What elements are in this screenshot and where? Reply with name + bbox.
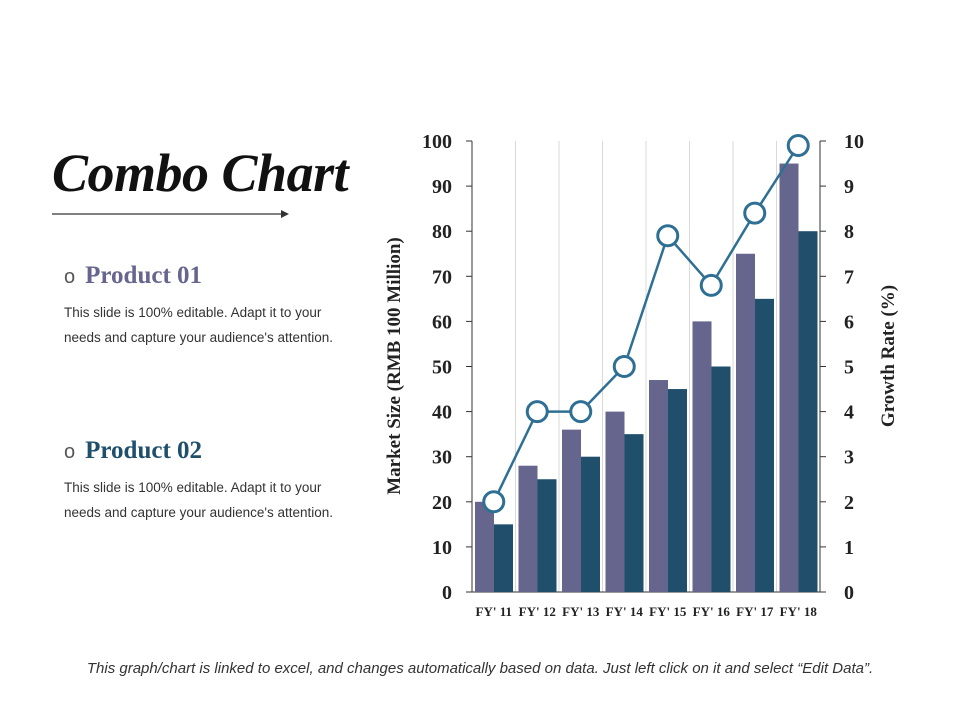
y2-tick-label: 10 (844, 131, 864, 153)
bar-product-02 (798, 231, 818, 592)
x-tick-label: FY' 12 (519, 604, 556, 619)
bar-product-02 (624, 434, 644, 592)
y2-tick-label: 9 (844, 176, 854, 198)
slide-title: Combo Chart (52, 143, 349, 203)
growth-rate-point (699, 273, 723, 297)
y2-tick-label: 7 (844, 266, 854, 288)
bar-product-02 (668, 389, 687, 592)
y-tick-label: 90 (432, 176, 452, 198)
bar-product-01 (779, 163, 799, 593)
bar-product-01 (692, 321, 712, 592)
product-01-title: Product 01 (85, 262, 203, 289)
bar-product-01 (562, 429, 581, 592)
footnote: This graph/chart is linked to excel, and… (86, 660, 874, 677)
title-underline-arrow (52, 210, 289, 218)
y2-tick-label: 1 (844, 537, 854, 559)
y2-tick-label: 0 (844, 582, 854, 604)
y-tick-label: 70 (432, 266, 452, 288)
bullet-icon: o (64, 441, 76, 463)
y-tick-label: 80 (432, 221, 452, 243)
y2-tick-label: 2 (844, 492, 854, 514)
bar-product-02 (755, 298, 774, 592)
x-tick-label: FY' 16 (693, 604, 731, 619)
y2-tick-label: 3 (844, 447, 854, 469)
bar-product-01 (518, 465, 538, 592)
growth-rate-point (525, 400, 549, 424)
growth-rate-point (612, 355, 636, 378)
product-02-block: o Product 02 This slide is 100% editable… (64, 437, 354, 525)
y-tick-label: 30 (432, 447, 452, 469)
x-tick-label: FY' 15 (649, 604, 687, 619)
growth-rate-point (656, 224, 680, 248)
y-tick-label: 50 (432, 357, 452, 379)
y2-tick-label: 4 (844, 402, 854, 424)
product-01-description: This slide is 100% editable. Adapt it to… (64, 305, 334, 345)
x-tick-label: FY' 11 (476, 604, 512, 619)
growth-rate-point (482, 490, 506, 514)
y2-tick-label: 8 (844, 221, 854, 243)
bar-product-02 (537, 479, 557, 592)
y2-tick-label: 6 (844, 311, 854, 333)
growth-rate-point (569, 400, 593, 424)
bar-product-02 (494, 524, 513, 592)
product-01-block: o Product 01 This slide is 100% editable… (64, 262, 354, 350)
bar-product-01 (649, 380, 668, 592)
growth-rate-point (743, 201, 767, 225)
product-02-title: Product 02 (85, 437, 203, 464)
bar-product-01 (475, 501, 494, 592)
y-tick-label: 60 (432, 311, 452, 333)
x-tick-label: FY' 17 (736, 604, 774, 619)
y-tick-label: 40 (432, 402, 452, 424)
x-tick-label: FY' 14 (606, 604, 644, 619)
bar-product-02 (711, 366, 731, 592)
product-02-description: This slide is 100% editable. Adapt it to… (64, 480, 334, 520)
y-axis-title: Market Size (RMB 100 Million) (384, 237, 405, 495)
y-tick-label: 100 (422, 131, 452, 153)
y-tick-label: 10 (432, 537, 452, 559)
y2-axis-title: Growth Rate (%) (878, 285, 899, 427)
y2-tick-label: 5 (844, 357, 854, 379)
bullet-icon: o (64, 266, 76, 288)
x-tick-label: FY' 18 (780, 604, 818, 619)
x-tick-label: FY' 13 (562, 604, 600, 619)
growth-rate-point (786, 134, 810, 158)
bar-product-02 (581, 456, 600, 592)
bar-product-01 (736, 253, 755, 592)
bar-product-01 (605, 411, 625, 592)
y-tick-label: 20 (432, 492, 452, 514)
y-tick-label: 0 (442, 582, 452, 604)
